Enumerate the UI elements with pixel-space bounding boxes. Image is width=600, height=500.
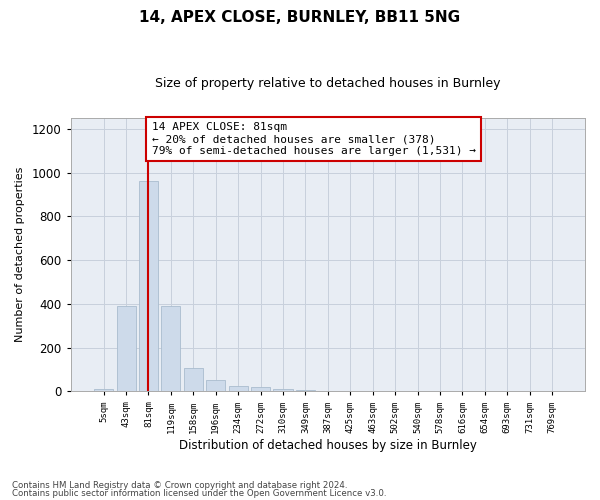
Text: Contains HM Land Registry data © Crown copyright and database right 2024.: Contains HM Land Registry data © Crown c… — [12, 481, 347, 490]
Text: Contains public sector information licensed under the Open Government Licence v3: Contains public sector information licen… — [12, 488, 386, 498]
Text: 14, APEX CLOSE, BURNLEY, BB11 5NG: 14, APEX CLOSE, BURNLEY, BB11 5NG — [139, 10, 461, 25]
Bar — [184, 368, 203, 392]
Bar — [116, 306, 136, 392]
Bar — [139, 182, 158, 392]
Bar — [229, 386, 248, 392]
Bar — [251, 387, 270, 392]
Bar — [274, 389, 293, 392]
Title: Size of property relative to detached houses in Burnley: Size of property relative to detached ho… — [155, 78, 500, 90]
Bar — [296, 390, 315, 392]
Bar — [94, 389, 113, 392]
Bar — [161, 306, 181, 392]
X-axis label: Distribution of detached houses by size in Burnley: Distribution of detached houses by size … — [179, 440, 477, 452]
Y-axis label: Number of detached properties: Number of detached properties — [15, 167, 25, 342]
Text: 14 APEX CLOSE: 81sqm
← 20% of detached houses are smaller (378)
79% of semi-deta: 14 APEX CLOSE: 81sqm ← 20% of detached h… — [152, 122, 476, 156]
Bar — [206, 380, 225, 392]
